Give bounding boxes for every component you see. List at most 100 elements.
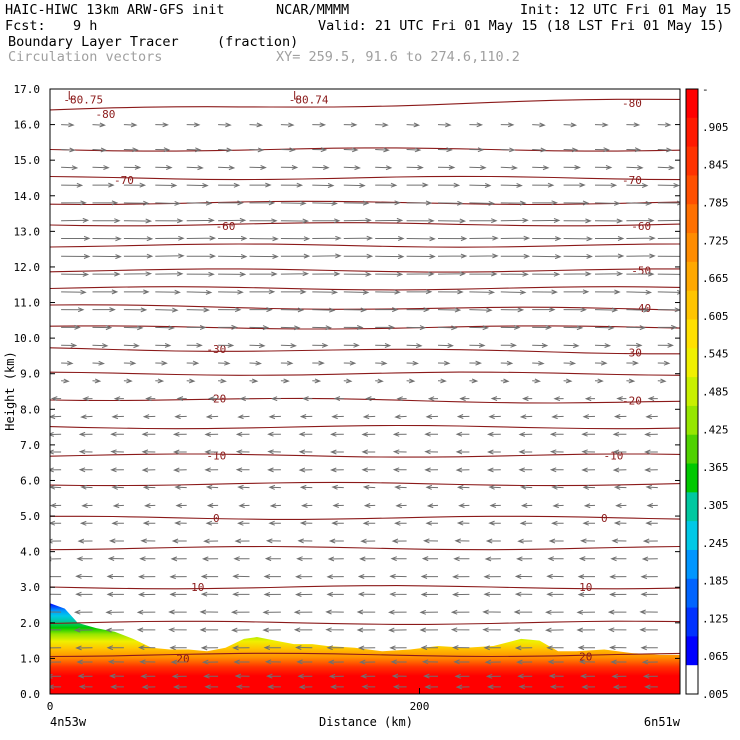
wind-vector (199, 627, 219, 633)
wind-vector (50, 673, 62, 679)
wind-vector (299, 414, 313, 419)
wind-vector (141, 684, 156, 690)
wind-vector (406, 307, 430, 313)
wind-vector (343, 235, 374, 241)
wind-vector (453, 659, 470, 665)
wind-vector (204, 684, 219, 690)
wind-vector (640, 574, 658, 580)
colorbar-swatch (686, 549, 698, 580)
wind-vector (218, 165, 236, 171)
wind-vector (155, 182, 178, 188)
wind-vector (361, 431, 376, 437)
colorbar-label: .785 (702, 196, 729, 209)
wind-vector (406, 289, 433, 295)
wind-vector (172, 449, 187, 455)
wind-vector (518, 449, 533, 455)
wind-vector (106, 591, 124, 597)
wind-vector (437, 218, 467, 224)
wind-vector (563, 218, 592, 224)
wind-vector (458, 503, 470, 508)
wind-vector (406, 378, 416, 384)
wind-vector (186, 183, 209, 188)
wind-vector (139, 556, 156, 562)
wind-vector (80, 414, 93, 420)
wind-vector (500, 307, 525, 313)
wind-vector (450, 609, 470, 615)
wind-vector (78, 467, 93, 473)
temperature-contour-line (50, 371, 680, 376)
wind-vector (123, 147, 139, 153)
wind-vector (155, 343, 172, 348)
wind-vector (50, 520, 62, 526)
wind-vector (517, 673, 533, 679)
wind-vector (406, 200, 433, 206)
wind-vector (78, 449, 93, 455)
wind-vector (594, 253, 625, 259)
wind-vector (50, 645, 62, 651)
wind-vector (577, 592, 596, 597)
wind-vector (218, 289, 244, 295)
wind-vector (50, 611, 62, 613)
wind-vector (343, 271, 372, 277)
wind-vector (425, 414, 439, 420)
wind-vector (375, 378, 384, 384)
wind-vector (174, 520, 187, 526)
wind-vector (312, 271, 341, 277)
wind-vector (298, 449, 313, 455)
wind-vector (390, 556, 407, 562)
wind-vector (175, 503, 187, 508)
wind-vector (123, 360, 137, 366)
wind-vector (107, 556, 124, 562)
wind-vector (108, 538, 124, 544)
wind-vector (237, 484, 250, 490)
wind-vector (375, 307, 399, 313)
low-marker (294, 91, 301, 100)
wind-vector (204, 431, 219, 437)
wind-vector (613, 520, 627, 526)
wind-vector (332, 503, 344, 508)
wind-vector (532, 324, 552, 330)
wind-vector (437, 360, 451, 366)
wind-vector (563, 289, 590, 295)
colorbar-label: .605 (702, 310, 729, 323)
wind-vector (92, 343, 109, 349)
wind-vector (482, 609, 501, 615)
wind-vector (343, 307, 368, 313)
wind-vector (92, 307, 116, 313)
contour-label: 10 (191, 581, 204, 594)
wind-vector (469, 122, 484, 128)
wind-vector (92, 200, 119, 206)
contour-label: -30 (622, 346, 642, 359)
wind-vector (639, 627, 658, 633)
wind-vector (249, 360, 262, 366)
wind-vector (295, 592, 313, 597)
wind-vector (516, 556, 533, 562)
wind-vector (92, 378, 102, 384)
wind-vector (312, 307, 336, 313)
wind-vector (218, 147, 233, 153)
wind-vector (626, 378, 636, 384)
wind-vector (325, 627, 344, 633)
wind-vector (312, 200, 338, 206)
wind-vector (235, 467, 250, 473)
wind-vector (92, 360, 105, 366)
wind-vector (359, 659, 376, 665)
wind-vector (365, 396, 376, 402)
wind-vector (263, 645, 281, 651)
wind-vector (546, 573, 564, 579)
wind-vector (489, 503, 501, 508)
wind-vector (394, 520, 407, 526)
wind-vector (92, 271, 121, 277)
wind-vector (200, 574, 219, 579)
wind-vector (92, 325, 113, 331)
wind-vector (549, 467, 564, 473)
wind-vector (78, 431, 93, 437)
wind-vector (420, 592, 439, 597)
y-tick-label: 9.0 (20, 368, 40, 381)
wind-vector (237, 414, 250, 420)
wind-vector (469, 253, 499, 259)
temperature-contour-line (50, 347, 680, 355)
wind-vector (142, 484, 156, 490)
wind-vector (609, 645, 627, 651)
wind-vector (249, 218, 278, 224)
